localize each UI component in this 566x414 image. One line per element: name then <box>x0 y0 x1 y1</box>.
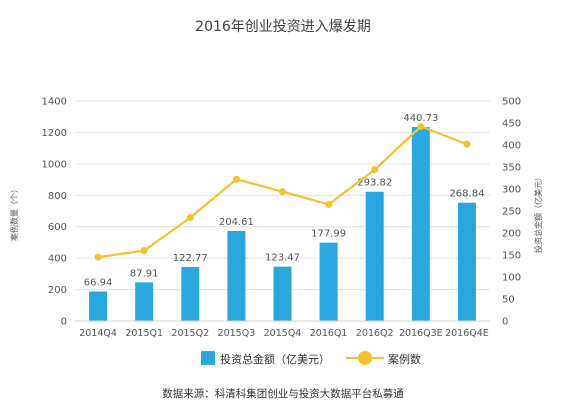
line-point <box>463 140 471 148</box>
axes: 0 200 400 600 800 1000 1200 1400 0 50 100 150 200 250… <box>42 97 522 340</box>
y-right-axis-title: 投资总金额（亿美元） <box>533 173 543 253</box>
grid-lines <box>75 100 490 291</box>
source-note: 数据来源：科清科集团创业与投资大数据平台私募通 <box>162 387 404 400</box>
x-tick-label: 2016Q3E <box>399 328 443 339</box>
bar-data-label: 122.77 <box>173 253 208 264</box>
y-right-tick-label: 150 <box>502 251 521 262</box>
y-left-axis-title: 案例数量（个） <box>9 185 19 241</box>
bar <box>457 202 476 321</box>
chart-title: 2016年创业投资进入爆发期 <box>195 19 371 35</box>
line-point <box>325 200 333 208</box>
bar <box>273 266 292 321</box>
line-point <box>186 214 194 222</box>
y-left-tick-label: 1200 <box>42 128 67 139</box>
legend-line-marker <box>358 351 372 365</box>
bar-series: 66.94 87.91 122.77 204.61 123.47 177.99 293.82… <box>84 113 484 321</box>
y-right-tick-label: 350 <box>502 163 521 174</box>
y-right-tick-label: 500 <box>502 97 521 108</box>
y-right-tick-label: 0 <box>502 317 508 328</box>
x-tick-label: 2016Q2 <box>356 328 394 339</box>
bar <box>411 127 430 321</box>
bar <box>181 266 200 321</box>
bar <box>227 230 246 321</box>
line-point <box>417 123 425 131</box>
y-right-tick-label: 200 <box>502 229 521 240</box>
y-left-tick-label: 0 <box>61 317 67 328</box>
x-tick-label: 2015Q4 <box>264 328 302 339</box>
y-left-tick-label: 400 <box>48 254 67 265</box>
x-tick-label: 2015Q1 <box>125 328 163 339</box>
y-right-tick-label: 50 <box>502 295 515 306</box>
legend: 投资总金额（亿美元） 案例数 <box>201 351 421 366</box>
y-right-tick-label: 100 <box>502 273 521 284</box>
bar-data-label: 204.61 <box>219 217 254 228</box>
y-left-tick-label: 800 <box>48 191 67 202</box>
legend-line-label: 案例数 <box>388 352 421 366</box>
bar-data-label: 440.73 <box>403 113 438 124</box>
bar-data-label: 177.99 <box>311 229 346 240</box>
y-right-tick-label: 450 <box>502 119 521 130</box>
bar <box>89 291 108 321</box>
bar-data-label: 66.94 <box>84 278 113 289</box>
line-series <box>94 123 471 261</box>
x-tick-label: 2016Q4E <box>445 328 489 339</box>
x-tick-label: 2015Q3 <box>218 328 256 339</box>
line-point <box>371 166 379 174</box>
y-right-tick-label: 250 <box>502 207 521 218</box>
bar-data-label: 123.47 <box>265 253 300 264</box>
line-point <box>279 188 286 196</box>
bar <box>365 191 384 321</box>
line-point <box>94 253 102 261</box>
bar <box>319 242 338 321</box>
line-point <box>232 175 240 183</box>
y-left-tick-label: 600 <box>48 222 67 233</box>
x-tick-label: 2015Q2 <box>171 328 209 339</box>
y-left-tick-label: 1400 <box>42 97 67 108</box>
y-left-tick-label: 200 <box>48 285 67 296</box>
bar-data-label: 268.84 <box>449 189 484 200</box>
x-tick-label: 2014Q4 <box>79 328 117 339</box>
y-right-tick-label: 400 <box>502 141 521 152</box>
bar-data-label: 293.82 <box>357 178 392 189</box>
y-right-tick-label: 300 <box>502 185 521 196</box>
bar-data-label: 87.91 <box>130 268 159 279</box>
bar <box>135 282 154 321</box>
legend-bar-swatch <box>201 351 215 365</box>
legend-bar-label: 投资总金额（亿美元） <box>220 352 330 366</box>
x-tick-label: 2016Q1 <box>310 328 348 339</box>
line-point <box>140 247 148 255</box>
y-left-tick-label: 1000 <box>42 159 67 170</box>
